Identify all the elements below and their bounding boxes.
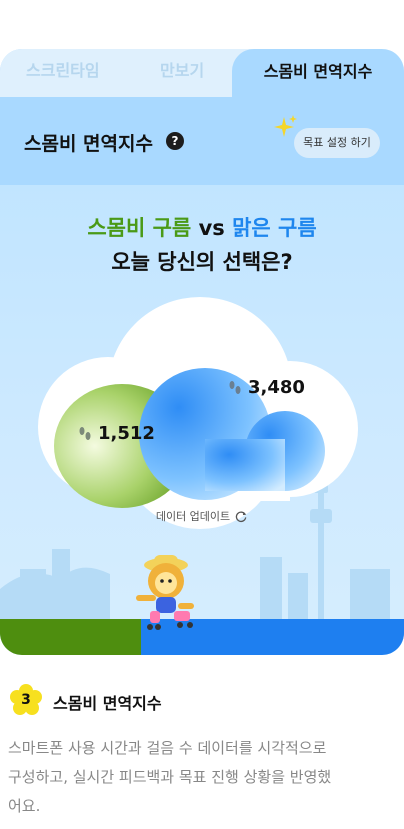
- vs-label: vs: [198, 216, 225, 240]
- clear-cloud-label: 맑은 구름: [232, 216, 317, 240]
- smog-cloud-label: 스몸비 구름: [87, 216, 192, 240]
- section-number: 3: [21, 692, 31, 708]
- tab-screen-time[interactable]: 스크린타임: [26, 61, 100, 80]
- clear-cloud: [139, 368, 325, 500]
- tab-bar: 스크린타임 만보기 스몸비 면역지수: [0, 49, 404, 101]
- footprint-icon: [229, 380, 241, 394]
- smog-steps-value: 1,512: [78, 423, 155, 444]
- clear-steps-value: 3,480: [228, 377, 305, 398]
- section-title: 스몸비 면역지수: [53, 694, 162, 713]
- skating-character: [136, 555, 194, 630]
- number-badge-flower: [10, 684, 42, 715]
- tab-pedometer[interactable]: 만보기: [160, 61, 205, 80]
- smog-steps-count: 1,512: [98, 423, 155, 444]
- immunity-card: 스크린타임 만보기 스몸비 면역지수 스몸비 면역지수 ? 목표 설정 하기 스…: [0, 49, 404, 655]
- tab-smombie-immunity[interactable]: 스몸비 면역지수: [232, 49, 404, 101]
- footprint-icon: [79, 426, 91, 440]
- page-title: 스몸비 면역지수: [24, 133, 153, 155]
- data-update-label: 데이터 업데이트: [155, 510, 231, 523]
- clear-ground: [141, 619, 404, 655]
- refresh-icon: [235, 510, 247, 522]
- goal-setting-button[interactable]: 목표 설정 하기: [294, 128, 380, 158]
- smog-ground: [0, 619, 141, 655]
- headline-question: 오늘 당신의 선택은?: [111, 250, 293, 274]
- help-icon[interactable]: ?: [166, 132, 184, 150]
- headline-versus: 스몸비 구름 vs 맑은 구름: [0, 212, 404, 242]
- section-description: 스마트폰 사용 시간과 걸음 수 데이터를 시각적으로 구성하고, 실시간 피드…: [8, 739, 332, 815]
- clear-steps-count: 3,480: [248, 377, 305, 398]
- data-update-button[interactable]: 데이터 업데이트: [156, 508, 248, 524]
- cloud-illustration: [38, 297, 358, 529]
- data-update: 데이터 업데이트: [0, 508, 404, 524]
- sparkle-icon: [274, 115, 297, 137]
